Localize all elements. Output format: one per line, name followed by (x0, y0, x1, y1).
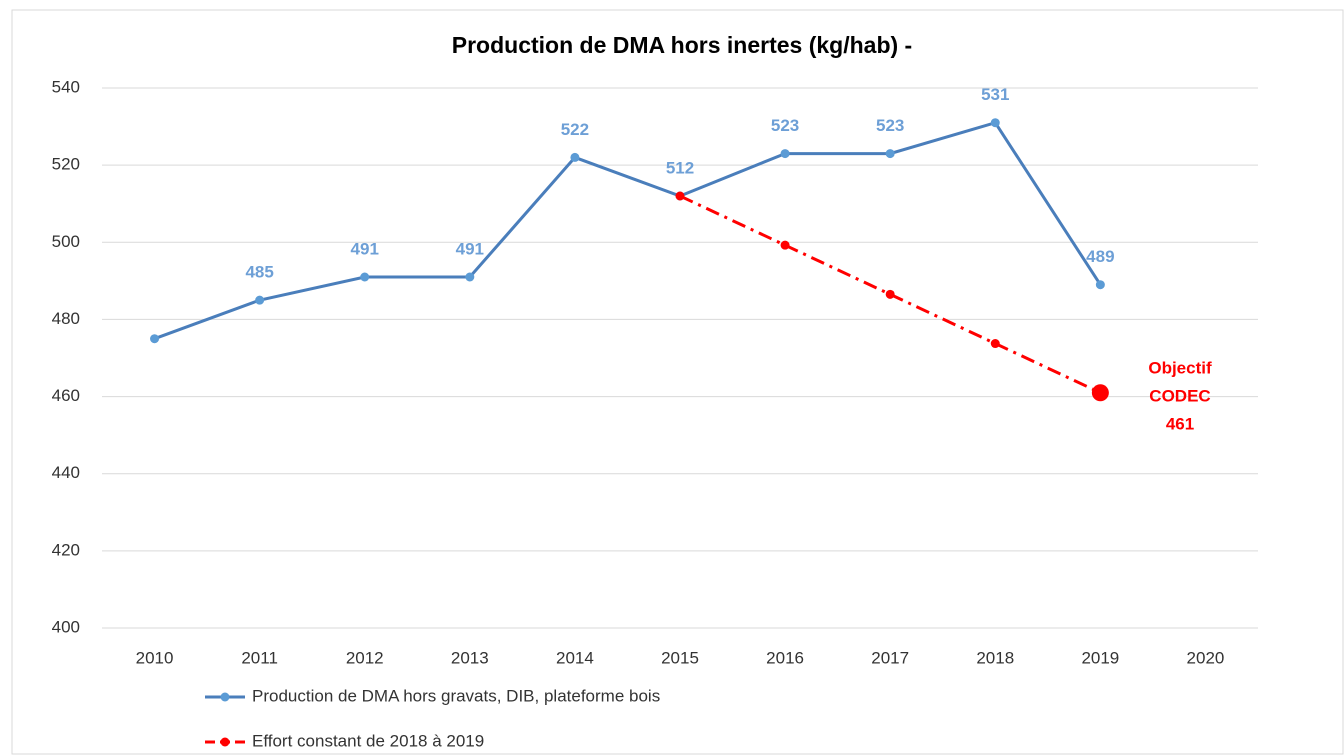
chart-title: Production de DMA hors inertes (kg/hab) … (452, 32, 912, 58)
x-tick-label: 2013 (451, 648, 489, 667)
legend-label: Production de DMA hors gravats, DIB, pla… (252, 686, 660, 705)
marker (360, 272, 370, 282)
y-tick-label: 540 (52, 77, 80, 96)
marker (885, 149, 895, 159)
data-label: 512 (666, 158, 694, 177)
marker (150, 334, 160, 344)
y-tick-label: 460 (52, 386, 80, 405)
series-line (154, 120, 1102, 341)
x-tick-label: 2015 (661, 648, 699, 667)
data-label: 485 (245, 263, 273, 282)
x-tick-label: 2020 (1187, 648, 1225, 667)
chart-frame (11, 9, 1344, 755)
marker (570, 152, 580, 162)
x-tick-label: 2019 (1081, 648, 1119, 667)
legend-marker (220, 737, 230, 747)
annotation: CODEC (1149, 386, 1210, 405)
data-label: 523 (876, 116, 904, 135)
data-label: 491 (456, 239, 484, 258)
marker (885, 289, 895, 299)
data-label: 531 (981, 85, 1009, 104)
marker (1095, 280, 1105, 290)
marker (1091, 384, 1109, 402)
legend-marker (220, 692, 230, 702)
x-tick-label: 2018 (976, 648, 1014, 667)
y-tick-label: 520 (52, 155, 80, 174)
x-tick-label: 2010 (136, 648, 174, 667)
y-tick-label: 400 (52, 617, 80, 636)
data-label: 522 (561, 120, 589, 139)
marker (990, 118, 1000, 128)
data-label: 489 (1086, 247, 1114, 266)
legend-label: Effort constant de 2018 à 2019 (252, 731, 484, 750)
data-label: 491 (351, 239, 379, 258)
y-tick-label: 480 (52, 309, 80, 328)
annotation: 461 (1166, 414, 1194, 433)
marker (780, 240, 790, 250)
y-tick-label: 500 (52, 232, 80, 251)
marker (255, 295, 265, 305)
marker (675, 191, 685, 201)
marker (780, 149, 790, 159)
y-tick-label: 440 (52, 463, 80, 482)
x-tick-label: 2017 (871, 648, 909, 667)
marker (465, 272, 475, 282)
marker (990, 339, 1000, 349)
x-tick-label: 2014 (556, 648, 594, 667)
x-tick-label: 2016 (766, 648, 804, 667)
annotation: Objectif (1148, 358, 1212, 377)
x-tick-label: 2012 (346, 648, 384, 667)
data-label: 523 (771, 116, 799, 135)
y-tick-label: 420 (52, 540, 80, 559)
x-tick-label: 2011 (241, 648, 278, 667)
